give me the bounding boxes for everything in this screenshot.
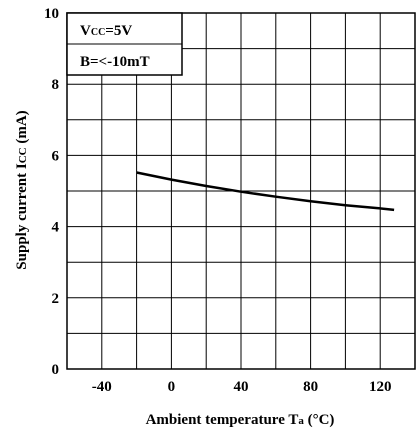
vcc-annotation: VCC=5V	[80, 23, 132, 39]
x-tick-label: 80	[303, 379, 318, 395]
b-field-annotation: B=<-10mT	[80, 54, 150, 70]
x-tick-label: 0	[168, 379, 176, 395]
y-tick-label: 4	[52, 220, 60, 236]
series-layer	[136, 171, 395, 212]
plot-frame	[66, 12, 416, 370]
x-tick-labels: -40 0 40 80 120	[92, 379, 392, 395]
y-tick-labels: 0 2 4 6 8 10	[44, 6, 60, 378]
y-tick-label: 2	[52, 291, 60, 307]
supply-current-curve	[136, 171, 395, 212]
annotation-box: VCC=5V B=<-10mT	[66, 12, 183, 76]
y-tick-label: 0	[52, 362, 60, 378]
x-axis-label: Ambient temperature Ta (°C)	[146, 412, 335, 428]
y-tick-label: 10	[44, 6, 59, 22]
x-tick-label: 40	[234, 379, 249, 395]
x-tick-label: -40	[92, 379, 112, 395]
x-tick-label: 120	[369, 379, 392, 395]
y-tick-label: 8	[52, 77, 60, 93]
y-tick-label: 6	[52, 148, 60, 164]
y-axis-label: Supply current ICC (mA)	[14, 110, 30, 269]
